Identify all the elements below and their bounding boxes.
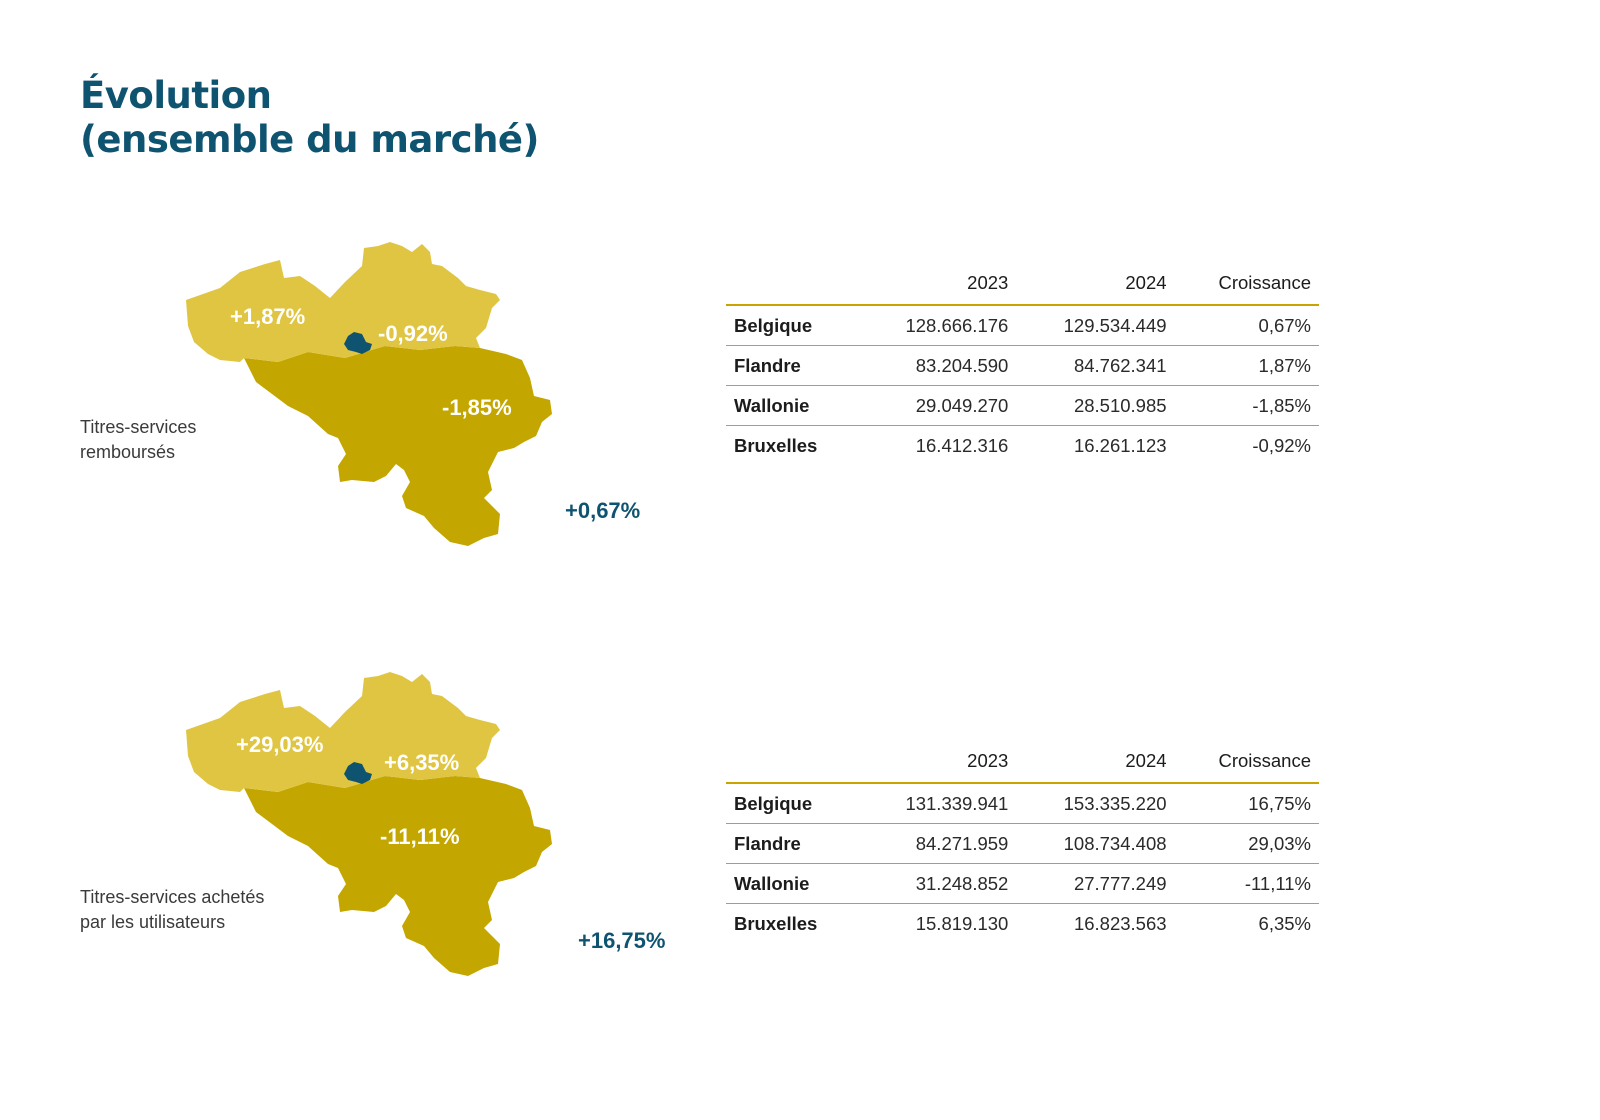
row-2024: 108.734.408 (1016, 823, 1175, 864)
map-caption: Titres-services achetés par les utilisat… (80, 885, 340, 935)
row-2023: 128.666.176 (858, 305, 1017, 346)
row-growth: -1,85% (1174, 385, 1319, 426)
brussels-growth-label: -0,92% (378, 321, 448, 346)
map-caption: Titres-services remboursés (80, 415, 340, 465)
flanders-growth-label: +29,03% (236, 732, 323, 757)
data-table: 2023 2024 Croissance Belgique 128.666.17… (726, 262, 1319, 465)
table-row: Bruxelles 15.819.130 16.823.563 6,35% (726, 904, 1319, 944)
table-row: Belgique 128.666.176 129.534.449 0,67% (726, 305, 1319, 346)
belgium-map: +1,87% -0,92% -1,85% (186, 242, 552, 546)
brussels-region (344, 332, 372, 354)
row-2024: 28.510.985 (1016, 385, 1175, 426)
header-2023: 2023 (858, 262, 1017, 306)
header-region (726, 740, 859, 784)
row-2023: 15.819.130 (915, 912, 1009, 934)
row-region: Bruxelles (734, 912, 818, 934)
header-growth: Croissance (1174, 740, 1319, 784)
row-2024: 16.261.123 (1073, 434, 1167, 456)
row-growth: 16,75% (1174, 783, 1319, 824)
total-growth: +0,67% (565, 498, 641, 523)
flanders-region (186, 672, 500, 792)
brussels-growth-label: +6,35% (384, 750, 459, 775)
row-region: Belgique (726, 305, 859, 346)
row-2024: 27.777.249 (1016, 863, 1175, 904)
row-region: Flandre (726, 345, 859, 386)
row-growth: 0,67% (1174, 305, 1319, 346)
row-growth: -11,11% (1174, 863, 1319, 904)
page-title-line2: (ensemble du marché) (80, 118, 539, 161)
header-2024: 2024 (1016, 262, 1175, 306)
row-2023: 83.204.590 (858, 345, 1017, 386)
row-2024: 16.823.563 (1073, 912, 1167, 934)
wallonia-growth-label: -11,11% (380, 824, 460, 849)
brussels-region (344, 762, 372, 784)
table-row: Belgique 131.339.941 153.335.220 16,75% (726, 783, 1319, 824)
table-row: Wallonie 29.049.270 28.510.985 -1,85% (726, 385, 1319, 426)
row-2023: 31.248.852 (858, 863, 1017, 904)
row-region: Wallonie (726, 385, 859, 426)
row-2023: 84.271.959 (858, 823, 1017, 864)
total-growth: +16,75% (578, 928, 666, 953)
table-header-row: 2023 2024 Croissance (726, 740, 1319, 784)
table-row: Flandre 83.204.590 84.762.341 1,87% (726, 345, 1319, 386)
row-growth: 29,03% (1174, 823, 1319, 864)
header-2024: 2024 (1016, 740, 1175, 784)
section-purchased: +29,03% +6,35% -11,11% Titres-services a… (0, 668, 1600, 1028)
page-title: Évolution (ensemble du marché) (80, 74, 539, 162)
row-region: Flandre (726, 823, 859, 864)
table-header-row: 2023 2024 Croissance (726, 262, 1319, 306)
row-2024: 84.762.341 (1016, 345, 1175, 386)
page-title-line1: Évolution (80, 74, 272, 117)
caption-line1: Titres-services achetés (80, 887, 265, 907)
caption-line1: Titres-services (80, 417, 197, 437)
caption-line2: par les utilisateurs (80, 912, 226, 932)
row-2024: 153.335.220 (1016, 783, 1175, 824)
wallonia-region (244, 776, 552, 976)
row-region: Belgique (726, 783, 859, 824)
table-row: Wallonie 31.248.852 27.777.249 -11,11% (726, 863, 1319, 904)
flanders-growth-label: +1,87% (230, 304, 305, 329)
table-row: Flandre 84.271.959 108.734.408 29,03% (726, 823, 1319, 864)
wallonia-growth-label: -1,85% (442, 395, 512, 420)
row-region: Wallonie (726, 863, 859, 904)
caption-line2: remboursés (80, 442, 176, 462)
table-row: Bruxelles 16.412.316 16.261.123 -0,92% (726, 426, 1319, 466)
flanders-region (186, 242, 500, 362)
data-table: 2023 2024 Croissance Belgique 131.339.94… (726, 740, 1319, 943)
row-2023: 29.049.270 (858, 385, 1017, 426)
wallonia-region (244, 346, 552, 546)
header-growth: Croissance (1174, 262, 1319, 306)
header-2023: 2023 (858, 740, 1017, 784)
row-2024: 129.534.449 (1016, 305, 1175, 346)
section-reimbursed: +1,87% -0,92% -1,85% Titres-services rem… (0, 238, 1600, 598)
row-2023: 131.339.941 (858, 783, 1017, 824)
row-growth: -0,92% (1252, 434, 1311, 456)
row-2023: 16.412.316 (915, 434, 1009, 456)
belgium-map: +29,03% +6,35% -11,11% (186, 672, 552, 976)
row-region: Bruxelles (734, 434, 818, 456)
row-growth: 1,87% (1174, 345, 1319, 386)
header-region (726, 262, 859, 306)
row-growth: 6,35% (1258, 912, 1311, 934)
